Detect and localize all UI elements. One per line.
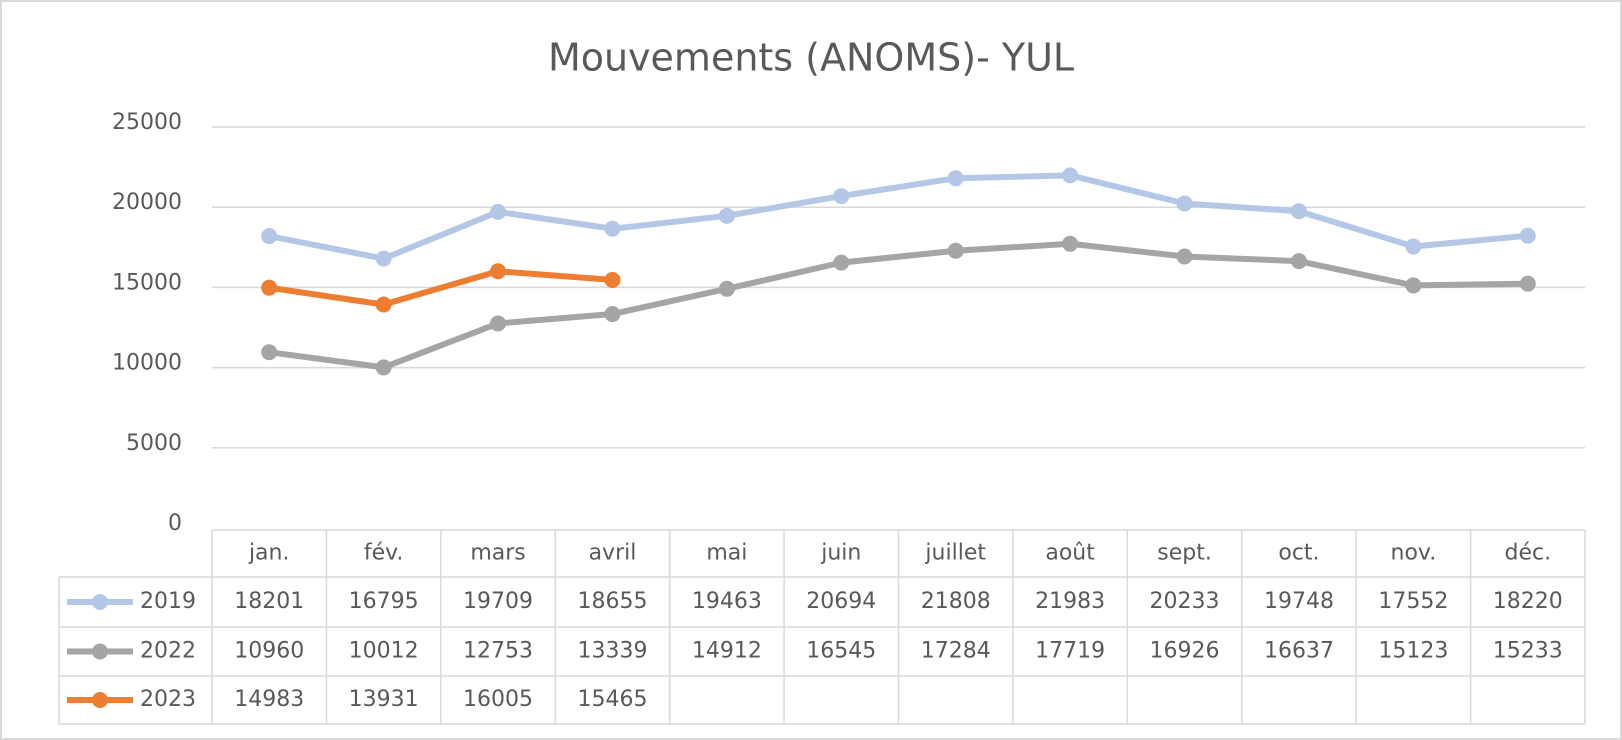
- marker: [375, 250, 392, 267]
- table-value: 17719: [1035, 639, 1105, 664]
- y-tick-label: 10000: [112, 351, 182, 376]
- marker: [1062, 235, 1079, 252]
- table-value: 20694: [806, 589, 876, 614]
- legend-label: 2022: [140, 639, 196, 664]
- marker: [490, 263, 507, 280]
- x-tick-label: avril: [589, 541, 637, 566]
- marker: [261, 279, 278, 296]
- table-value: 16795: [349, 589, 419, 614]
- y-tick-label: 15000: [112, 270, 182, 295]
- table-value: 16637: [1264, 639, 1334, 664]
- table-value: 15233: [1493, 639, 1563, 664]
- marker: [1176, 195, 1193, 212]
- x-tick-label: août: [1045, 541, 1095, 566]
- x-tick-label: mars: [470, 541, 525, 566]
- legend-marker: [92, 692, 108, 708]
- series-line: [266, 240, 1531, 371]
- table-value: 14983: [234, 687, 304, 712]
- y-tick-label: 5000: [126, 431, 182, 456]
- x-tick-label: nov.: [1391, 541, 1437, 566]
- marker: [1405, 238, 1422, 255]
- legend-label: 2023: [140, 687, 196, 712]
- marker: [947, 170, 964, 187]
- marker: [604, 220, 621, 237]
- marker: [718, 207, 735, 224]
- legend-marker: [92, 643, 108, 660]
- marker: [947, 242, 964, 259]
- table-value: 14912: [692, 639, 762, 664]
- marker: [490, 315, 507, 332]
- x-tick-label: juillet: [924, 541, 986, 566]
- y-tick-label: 0: [168, 511, 182, 536]
- marker: [1176, 248, 1193, 265]
- legend-marker: [92, 594, 108, 610]
- y-tick-label: 20000: [112, 190, 182, 215]
- x-tick-label: fév.: [364, 541, 404, 566]
- marker: [1290, 253, 1307, 270]
- table-value: 16926: [1150, 639, 1220, 664]
- marker: [718, 280, 735, 297]
- table-value: 18655: [577, 589, 647, 614]
- marker: [1519, 275, 1536, 292]
- marker: [604, 271, 621, 288]
- x-tick-label: juin: [820, 541, 861, 566]
- x-tick-label: oct.: [1278, 541, 1319, 566]
- table-value: 16005: [463, 687, 533, 712]
- marker: [833, 188, 850, 205]
- table-value: 15465: [577, 687, 647, 712]
- table-value: 16545: [806, 639, 876, 664]
- series-line: [266, 172, 1531, 262]
- chart-title: Mouvements (ANOMS)- YUL: [548, 36, 1074, 80]
- marker: [490, 203, 507, 220]
- x-tick-label: sept.: [1157, 541, 1212, 566]
- x-tick-label: déc.: [1504, 541, 1551, 566]
- series-line: [266, 268, 616, 308]
- marker: [261, 344, 278, 361]
- table-value: 21983: [1035, 589, 1105, 614]
- x-tick-label: jan.: [248, 541, 290, 566]
- marker: [375, 359, 392, 376]
- table-value: 10960: [234, 639, 304, 664]
- table-value: 19748: [1264, 589, 1334, 614]
- table-value: 12753: [463, 639, 533, 664]
- table-value: 18220: [1493, 589, 1563, 614]
- legend-label: 2019: [140, 589, 196, 614]
- table-value: 19463: [692, 589, 762, 614]
- table-value: 17284: [921, 639, 991, 664]
- table-value: 18201: [234, 589, 304, 614]
- table-value: 15123: [1378, 639, 1448, 664]
- y-tick-label: 25000: [112, 110, 182, 135]
- x-tick-label: mai: [706, 541, 747, 566]
- marker: [604, 306, 621, 323]
- marker: [1405, 277, 1422, 294]
- table-value: 20233: [1150, 589, 1220, 614]
- table-value: 17552: [1378, 589, 1448, 614]
- table-value: 13931: [349, 687, 419, 712]
- marker: [1290, 203, 1307, 220]
- marker: [833, 254, 850, 271]
- marker: [1519, 227, 1536, 244]
- table-value: 21808: [921, 589, 991, 614]
- marker: [375, 296, 392, 313]
- table-value: 10012: [349, 639, 419, 664]
- table-value: 19709: [463, 589, 533, 614]
- marker: [261, 228, 278, 245]
- marker: [1062, 167, 1079, 184]
- table-value: 13339: [577, 639, 647, 664]
